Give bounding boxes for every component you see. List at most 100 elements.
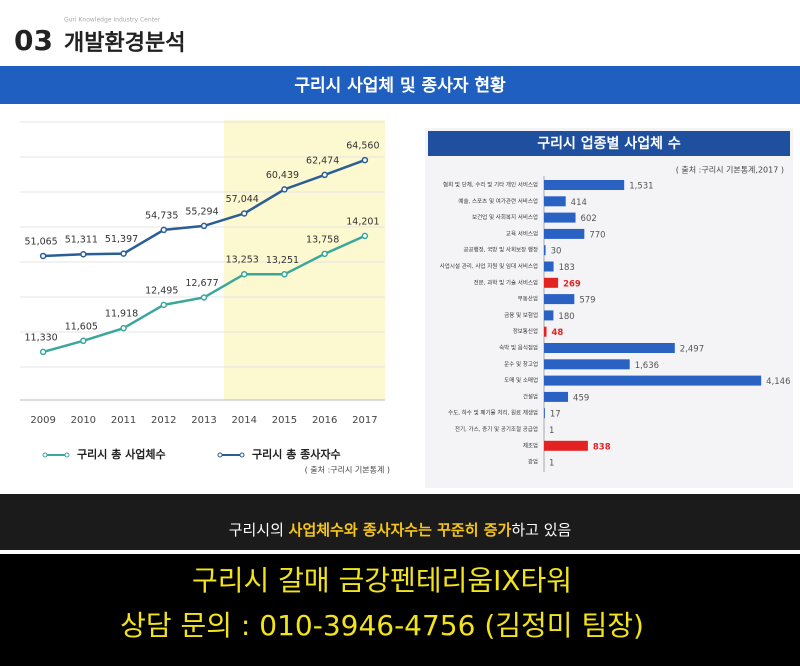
value-label: 14,201	[346, 216, 379, 227]
value-label: 13,251	[266, 255, 299, 266]
value-label: 414	[571, 198, 587, 208]
x-tick-label: 2015	[272, 415, 297, 426]
point	[361, 232, 369, 240]
value-label: 602	[581, 214, 597, 224]
bar	[544, 228, 585, 239]
x-tick-label: 2009	[30, 415, 55, 426]
value-label: 2,497	[680, 345, 704, 355]
point	[321, 171, 328, 179]
value-label: 51,065	[24, 236, 57, 247]
category-label: 정보통신업	[513, 327, 538, 335]
bar	[544, 375, 762, 386]
x-tick-label: 2011	[111, 415, 136, 426]
caption-bg	[0, 494, 800, 550]
x-tick-label: 2016	[312, 415, 337, 426]
bar	[544, 196, 566, 207]
value-label: 13,758	[306, 234, 339, 245]
bar	[544, 391, 569, 402]
caption-part: 구리시의	[229, 521, 289, 539]
value-label: 770	[589, 230, 605, 240]
value-label: 62,474	[306, 155, 339, 166]
value-label: 12,495	[145, 285, 178, 296]
legend-marker	[64, 452, 70, 458]
category-label: 도매 및 소매업	[504, 376, 538, 384]
value-label: 13,253	[226, 255, 259, 266]
point	[39, 252, 47, 260]
bar	[544, 326, 547, 337]
ad-bg	[0, 554, 800, 666]
banner-title: 구리시 사업체 및 종사자 현황	[294, 76, 506, 96]
value-label: 269	[563, 279, 581, 289]
value-label: 180	[558, 312, 574, 322]
value-label: 51,397	[105, 234, 138, 245]
point	[120, 324, 127, 332]
category-label: 전기, 가스, 증기 및 공기조절 공급업	[455, 425, 538, 433]
value-label: 579	[579, 296, 595, 306]
value-label: 11,330	[24, 332, 57, 343]
point	[321, 250, 328, 258]
bar-title-bg	[428, 131, 790, 156]
category-label: 숙박 및 음식점업	[499, 344, 538, 352]
bar	[544, 212, 576, 223]
value-label: 57,044	[226, 194, 259, 205]
bar	[544, 343, 675, 353]
legend-marker	[217, 452, 223, 458]
value-label: 48	[552, 328, 564, 338]
point	[240, 270, 248, 278]
bar-source: ( 출처 :구리시 기본통계,2017 )	[676, 165, 784, 175]
bar	[544, 180, 625, 190]
point	[200, 294, 208, 301]
bar	[544, 277, 559, 288]
point	[80, 337, 87, 345]
point	[200, 222, 208, 230]
section-number: 03	[14, 24, 53, 57]
value-label: 459	[573, 393, 589, 403]
highlight-band	[224, 120, 385, 400]
bar	[544, 408, 545, 419]
value-label: 60,439	[266, 170, 299, 181]
x-tick-label: 2012	[151, 415, 176, 426]
point	[281, 271, 288, 278]
x-tick-label: 2014	[231, 415, 256, 426]
point	[361, 156, 369, 164]
category-label: 건설업	[523, 392, 538, 400]
value-label: 30	[551, 247, 562, 257]
value-label: 1,531	[629, 182, 653, 192]
ad-line: 상담 문의 : 010-3946-4756 (김정미 팀장)	[120, 609, 644, 642]
bar	[544, 294, 575, 305]
legend-marker	[239, 452, 245, 458]
bar	[544, 261, 554, 272]
category-label: 전문, 과학 및 기술 서비스업	[474, 278, 538, 286]
value-label: 55,294	[185, 206, 218, 217]
category-label: 부동산업	[518, 295, 538, 303]
value-label: 51,311	[65, 235, 98, 246]
value-label: 17	[550, 410, 561, 420]
value-label: 4,146	[766, 377, 790, 387]
value-label: 54,735	[145, 210, 178, 221]
ad-line: 구리시 갈매 금강펜테리움IX타워	[192, 564, 572, 597]
value-label: 12,677	[185, 278, 218, 289]
legend-label: 구리시 총 종사자수	[252, 447, 341, 461]
value-label: 11,605	[65, 321, 98, 332]
section-title: 개발환경분석	[64, 31, 185, 56]
value-label: 11,918	[105, 309, 138, 320]
x-tick-label: 2010	[71, 415, 96, 426]
category-label: 제조업	[523, 441, 538, 449]
value-label: 64,560	[346, 141, 379, 152]
point	[240, 210, 248, 217]
banner-bg	[0, 66, 800, 104]
value-label: 183	[559, 263, 575, 273]
value-label: 838	[593, 442, 611, 452]
category-label: 협회 및 단체, 수리 및 기타 개인 서비스업	[443, 181, 538, 189]
category-label: 공공행정, 국방 및 사회보장 행정	[463, 246, 538, 254]
value-label: 1,636	[635, 361, 659, 371]
watermark: Guri Knowledge Industry Center	[64, 17, 161, 24]
caption-emphasis: 사업체수와 종사자수는 꾸준히 증가	[289, 521, 512, 539]
line-source: ( 출처 :구리시 기본통계 )	[305, 465, 390, 475]
category-label: 교육 서비스업	[506, 229, 538, 237]
point	[39, 348, 47, 356]
value-label: 1	[549, 426, 554, 436]
point	[120, 250, 127, 257]
category-label: 수도, 하수 및 폐기물 처리, 원료 재생업	[448, 409, 538, 417]
